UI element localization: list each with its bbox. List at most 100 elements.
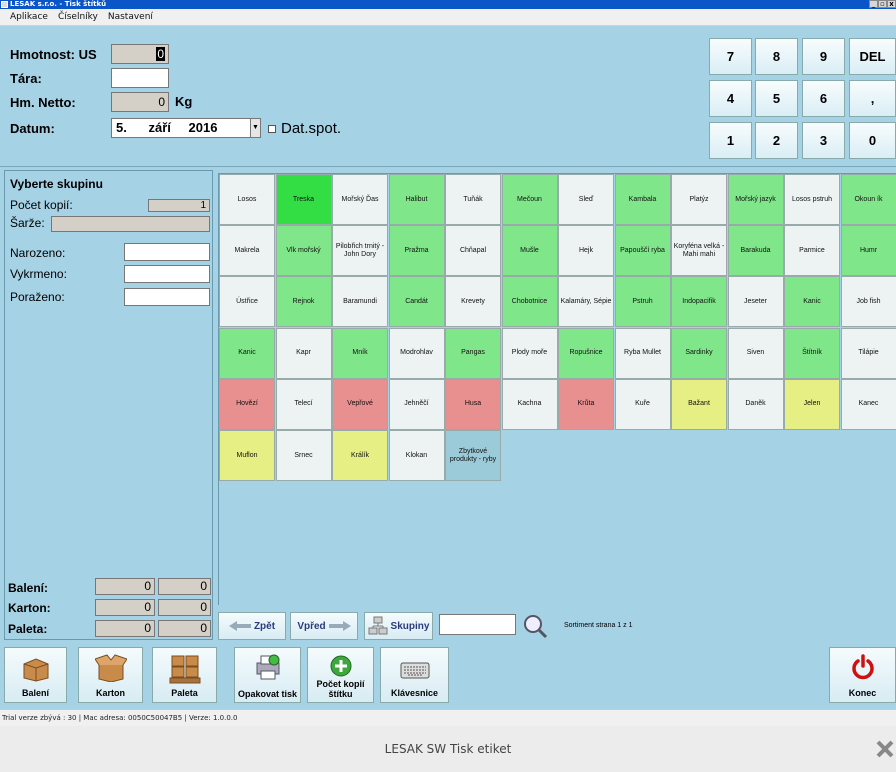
numpad-4[interactable]: 4 <box>709 80 752 117</box>
product-tile[interactable]: Mořský jazyk <box>727 174 784 225</box>
product-tile[interactable]: Halibut <box>388 174 445 225</box>
numpad-del[interactable]: DEL <box>849 38 896 75</box>
product-tile[interactable]: Papouščí ryba <box>614 225 671 277</box>
product-tile[interactable]: Mořský Ďas <box>332 174 388 225</box>
product-tile[interactable]: Kachna <box>501 378 558 430</box>
numpad-1[interactable]: 1 <box>709 122 752 159</box>
product-tile[interactable]: Parmice <box>784 225 840 277</box>
product-tile[interactable]: Štítník <box>784 327 840 379</box>
close-button[interactable]: x <box>887 0 896 8</box>
product-tile[interactable]: Jehněčí <box>388 378 445 430</box>
product-tile[interactable]: Telecí <box>275 378 332 430</box>
product-tile[interactable]: Kanic <box>219 327 275 379</box>
product-tile[interactable]: Pangas <box>445 327 501 379</box>
product-tile[interactable]: Makrela <box>219 225 275 277</box>
product-tile[interactable]: Siven <box>727 327 784 379</box>
product-tile[interactable]: Klokan <box>388 430 445 481</box>
product-tile[interactable]: Jeseter <box>727 276 784 328</box>
product-tile[interactable]: Králík <box>332 430 388 481</box>
repeat-print-button[interactable]: Opakovat tisk <box>234 647 301 703</box>
slaughter-field[interactable] <box>124 288 210 306</box>
product-tile[interactable]: Modrohlav <box>388 327 445 379</box>
numpad-6[interactable]: 6 <box>802 80 845 117</box>
product-tile[interactable]: Kambala <box>614 174 671 225</box>
product-tile[interactable]: Baramundi <box>332 276 388 328</box>
product-tile[interactable]: Bažant <box>671 378 727 430</box>
menu-ciselniky[interactable]: Číselníky <box>57 12 98 22</box>
product-tile[interactable]: Chňapal <box>445 225 501 277</box>
raised-field[interactable] <box>124 265 210 283</box>
date-dropdown-icon[interactable]: ▼ <box>250 118 261 138</box>
copies-count-button[interactable]: Počet kopií štítku <box>307 647 374 703</box>
product-tile[interactable]: Ústřice <box>219 276 275 328</box>
date-picker[interactable]: 5. září 2016 ▼ <box>111 118 261 138</box>
product-tile[interactable]: Pstruh <box>614 276 671 328</box>
product-tile[interactable]: Candát <box>388 276 445 328</box>
product-tile[interactable]: Jelen <box>784 378 840 430</box>
numpad-3[interactable]: 3 <box>802 122 845 159</box>
product-tile[interactable]: Vepřové <box>332 378 388 430</box>
numpad-2[interactable]: 2 <box>755 122 798 159</box>
product-tile[interactable]: Sleď <box>558 174 614 225</box>
menu-nastaveni[interactable]: Nastavení <box>107 12 153 22</box>
product-tile[interactable]: Rejnok <box>275 276 332 328</box>
product-tile[interactable]: Hovězí <box>219 378 275 430</box>
karton-button[interactable]: Karton <box>78 647 143 703</box>
product-tile[interactable]: Pražma <box>388 225 445 277</box>
numpad-9[interactable]: 9 <box>802 38 845 75</box>
product-tile[interactable]: Platýz <box>671 174 727 225</box>
product-tile[interactable]: Job fish <box>840 276 896 328</box>
hmotnost-field[interactable]: 0 <box>111 44 169 64</box>
product-tile[interactable]: Treska <box>275 174 332 225</box>
product-tile[interactable]: Pilobřich trnitý - John Dory <box>332 225 388 277</box>
paleta-button[interactable]: Paleta <box>152 647 217 703</box>
product-tile[interactable]: Barakuda <box>727 225 784 277</box>
tara-field[interactable] <box>111 68 169 88</box>
product-tile[interactable]: Zbytkové produkty - ryby <box>445 430 501 481</box>
product-tile[interactable]: Kapr <box>275 327 332 379</box>
product-tile[interactable]: Tilápie <box>840 327 896 379</box>
product-tile[interactable]: Husa <box>445 378 501 430</box>
search-button[interactable] <box>520 612 550 640</box>
product-tile[interactable]: Kanec <box>840 378 896 430</box>
search-input[interactable] <box>439 614 516 635</box>
product-tile[interactable]: Srnec <box>275 430 332 481</box>
numpad-comma[interactable]: , <box>849 80 896 117</box>
exit-button[interactable]: Konec <box>829 647 896 703</box>
product-tile[interactable]: Indopacifik <box>671 276 727 328</box>
product-tile[interactable]: Mečoun <box>501 174 558 225</box>
product-tile[interactable]: Ropušnice <box>558 327 614 379</box>
numpad-8[interactable]: 8 <box>755 38 798 75</box>
datspot-checkbox[interactable] <box>268 125 276 133</box>
maximize-button[interactable]: ▫ <box>878 0 887 8</box>
numpad-0[interactable]: 0 <box>849 122 896 159</box>
product-tile[interactable]: Tuňák <box>445 174 501 225</box>
product-tile[interactable]: Mušle <box>501 225 558 277</box>
baleni-button[interactable]: Balení <box>4 647 67 703</box>
product-tile[interactable]: Daněk <box>727 378 784 430</box>
groups-button[interactable]: Skupiny <box>364 612 433 640</box>
product-tile[interactable]: Kalamáry, Sépie <box>558 276 614 328</box>
product-tile[interactable]: Ryba Mullet <box>614 327 671 379</box>
product-tile[interactable]: Humr <box>840 225 896 277</box>
product-tile[interactable]: Krůta <box>558 378 614 430</box>
numpad-7[interactable]: 7 <box>709 38 752 75</box>
menu-aplikace[interactable]: Aplikace <box>10 12 48 22</box>
copies-field[interactable]: 1 <box>148 199 210 212</box>
product-tile[interactable]: Sardinky <box>671 327 727 379</box>
product-tile[interactable]: Vlk mořský <box>275 225 332 277</box>
batch-field[interactable] <box>51 216 210 232</box>
born-field[interactable] <box>124 243 210 261</box>
minimize-button[interactable]: _ <box>869 0 878 8</box>
product-tile[interactable]: Koryféna velká - Mahi mahi <box>671 225 727 277</box>
keyboard-button[interactable]: Klávesnice <box>380 647 449 703</box>
product-tile[interactable]: Okoun ík <box>840 174 896 225</box>
product-tile[interactable]: Muflon <box>219 430 275 481</box>
product-tile[interactable]: Chobotnice <box>501 276 558 328</box>
product-tile[interactable]: Plody moře <box>501 327 558 379</box>
forward-button[interactable]: Vpřed <box>290 612 358 640</box>
product-tile[interactable]: Losos pstruh <box>784 174 840 225</box>
back-button[interactable]: Zpět <box>218 612 286 640</box>
product-tile[interactable]: Kanic <box>784 276 840 328</box>
product-tile[interactable]: Mník <box>332 327 388 379</box>
